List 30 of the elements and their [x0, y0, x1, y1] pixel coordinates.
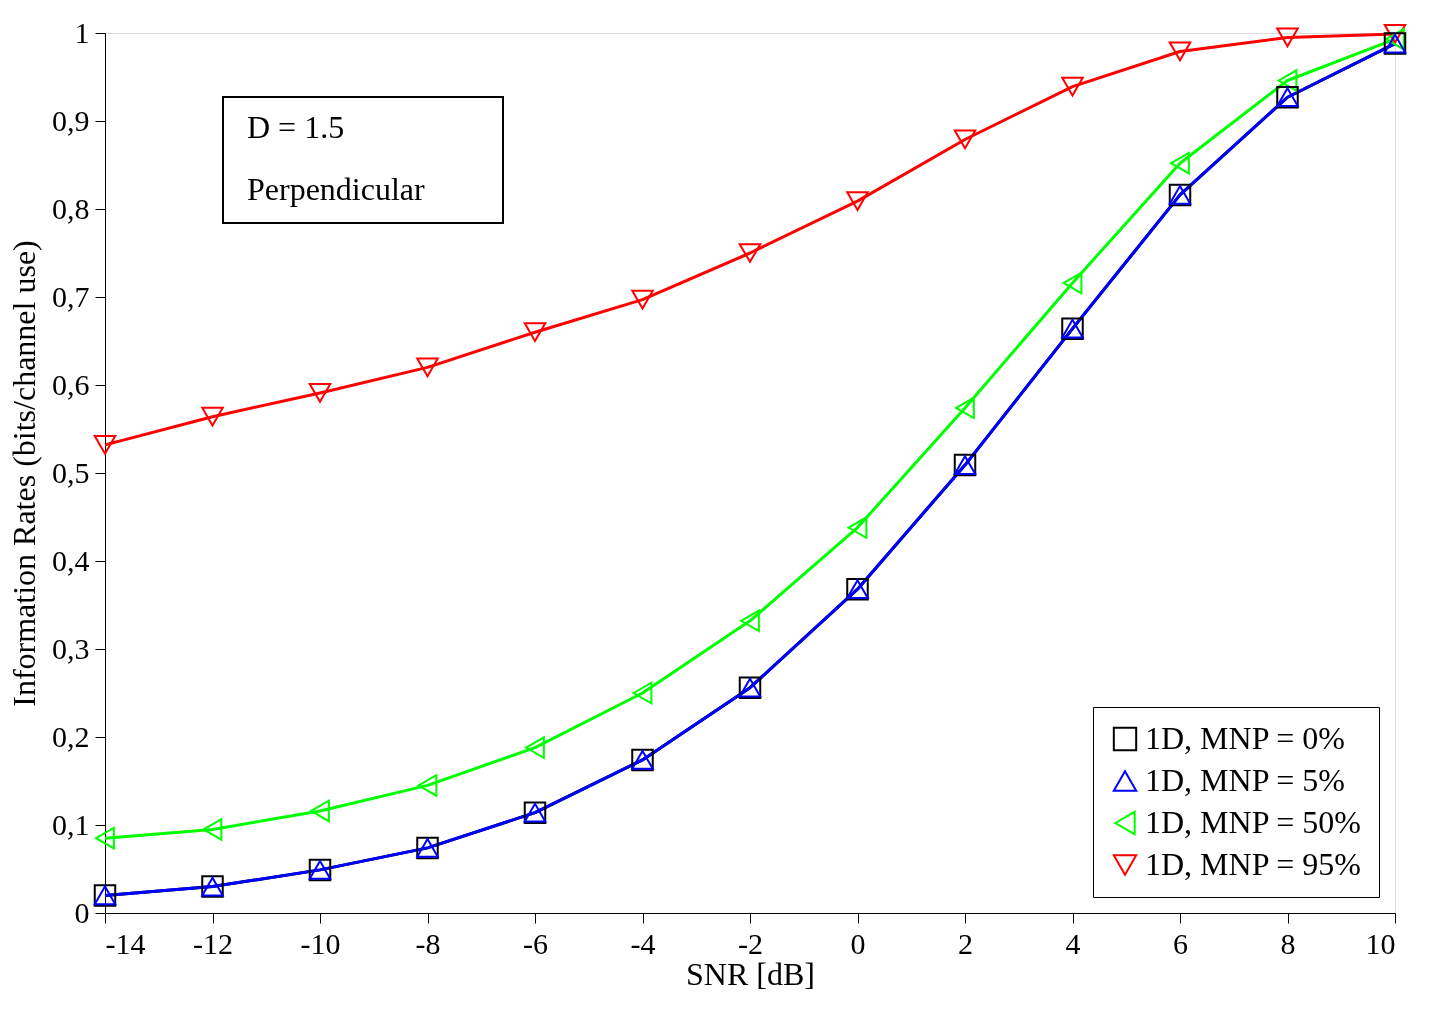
x-tick-label: -14 [105, 926, 146, 960]
y-axis-title: Information Rates (bits/channel use) [6, 240, 42, 707]
y-tick-label: 0,2 [52, 719, 90, 753]
x-tick-label: -8 [415, 926, 441, 960]
y-tick-label: 0,7 [52, 279, 90, 313]
x-tick-label: -10 [300, 926, 341, 960]
y-tick-label: 0,3 [52, 631, 90, 665]
y-tick-label: 0,9 [52, 103, 90, 137]
y-tick-label: 0,1 [52, 807, 90, 841]
x-tick-label: 4 [1065, 926, 1081, 960]
x-tick-label: -4 [630, 926, 656, 960]
x-tick-label: 10 [1365, 926, 1396, 960]
x-tick-label: 8 [1280, 926, 1296, 960]
y-tick-label: 0 [74, 895, 90, 929]
annotation: Perpendicular [247, 171, 426, 207]
legend-label: 1D, MNP = 5% [1145, 762, 1345, 798]
x-tick-label: 6 [1173, 926, 1188, 960]
legend-label: 1D, MNP = 50% [1145, 804, 1361, 840]
annotation: D = 1.5 [247, 109, 345, 145]
x-tick-label: 2 [958, 926, 973, 960]
legend-label: 1D, MNP = 0% [1145, 720, 1345, 756]
x-tick-label: -6 [523, 926, 548, 960]
x-tick-label: -12 [193, 926, 233, 960]
y-tick-label: 1 [74, 15, 90, 49]
y-tick-label: 0,4 [52, 543, 90, 577]
legend-label: 1D, MNP = 95% [1145, 846, 1361, 882]
x-tick-label: 0 [850, 926, 866, 960]
y-tick-label: 0,5 [52, 455, 90, 489]
y-tick-label: 0,6 [52, 367, 90, 401]
y-tick-label: 0,8 [52, 191, 90, 225]
